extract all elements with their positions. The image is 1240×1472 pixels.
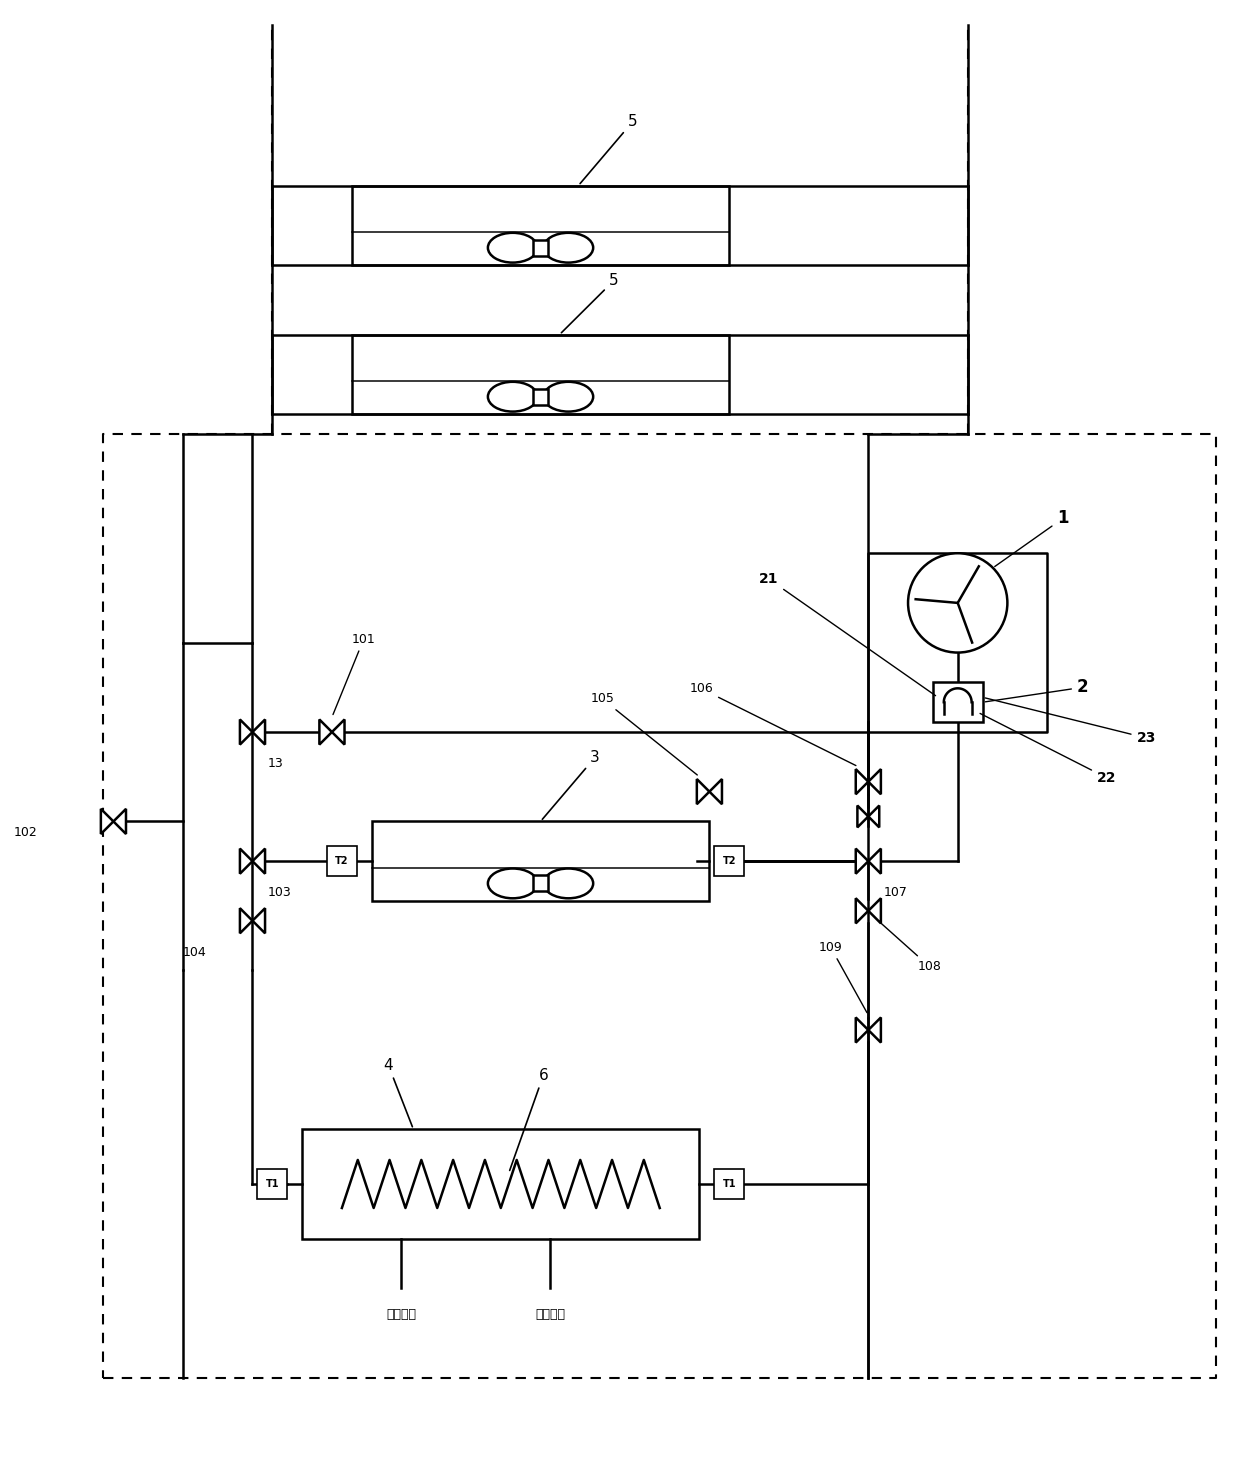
Polygon shape [856,770,868,795]
Text: 13: 13 [268,757,283,770]
Polygon shape [253,848,265,874]
Text: 107: 107 [883,886,908,899]
Polygon shape [856,898,868,923]
Circle shape [908,553,1007,652]
Bar [372,821,709,901]
Polygon shape [100,808,113,835]
Polygon shape [868,848,880,874]
Text: 106: 106 [689,683,856,765]
Text: 101: 101 [334,633,376,714]
Text: 103: 103 [268,886,291,899]
Text: 热水出口: 热水出口 [536,1309,565,1322]
Text: 5: 5 [580,115,637,184]
Text: 6: 6 [510,1067,548,1170]
Text: 3: 3 [542,749,600,820]
Text: 22: 22 [980,714,1116,785]
Polygon shape [239,848,253,874]
Text: T2: T2 [723,857,737,866]
Polygon shape [709,779,722,804]
Bar [533,240,548,256]
Bar [258,1169,288,1198]
Polygon shape [239,908,253,933]
Bar [533,389,548,405]
Text: 21: 21 [759,573,935,696]
Bar [714,1169,744,1198]
Text: 104: 104 [184,945,207,958]
Text: 108: 108 [880,923,942,973]
Text: T1: T1 [265,1179,279,1189]
Text: 2: 2 [986,679,1089,702]
Bar [352,334,729,414]
Text: 102: 102 [14,826,38,839]
Text: 23: 23 [986,698,1156,745]
Bar [327,846,357,876]
Polygon shape [239,720,253,745]
Polygon shape [697,779,709,804]
Polygon shape [868,770,880,795]
Text: 1: 1 [994,509,1069,567]
Text: 105: 105 [590,692,697,774]
Bar [533,876,548,892]
Polygon shape [868,805,879,827]
Text: 5: 5 [562,272,619,333]
Polygon shape [253,908,265,933]
Polygon shape [856,1017,868,1042]
Polygon shape [320,720,332,745]
Text: 109: 109 [818,941,867,1013]
Text: 4: 4 [383,1058,413,1126]
Bar [714,846,744,876]
Polygon shape [113,808,126,835]
Polygon shape [868,1017,880,1042]
Text: T2: T2 [335,857,348,866]
Polygon shape [253,720,265,745]
Bar [352,185,729,265]
Bar [932,683,982,723]
Polygon shape [332,720,345,745]
Text: 冷水进口: 冷水进口 [387,1309,417,1322]
Polygon shape [868,898,880,923]
Bar [303,1129,699,1238]
Polygon shape [857,805,868,827]
Polygon shape [856,848,868,874]
Text: T1: T1 [723,1179,737,1189]
